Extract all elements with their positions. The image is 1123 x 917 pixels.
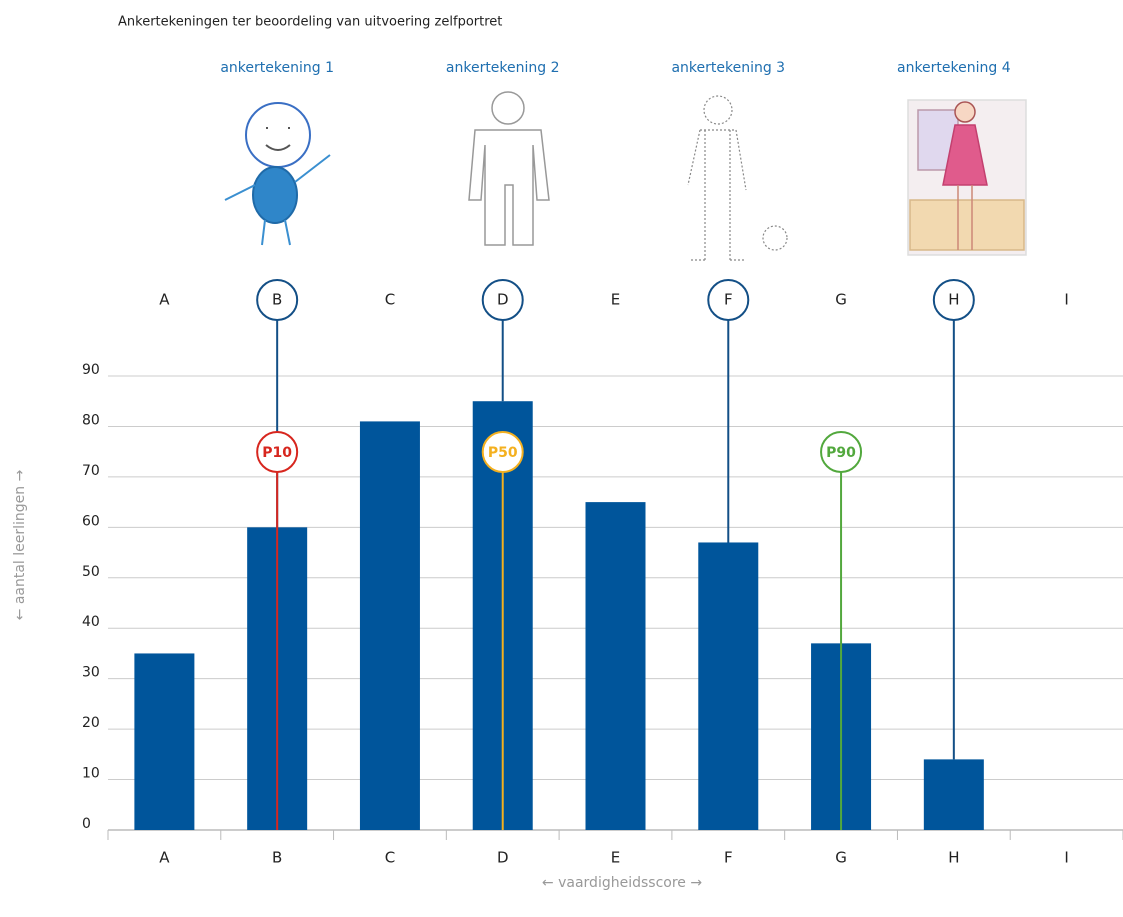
y-tick-label: 20 (82, 715, 100, 731)
y-tick-label: 50 (82, 564, 100, 580)
percentile-circle (481, 431, 524, 473)
anchor-score: D (497, 291, 509, 309)
bar (923, 759, 984, 830)
x-tick-label: C (385, 849, 395, 867)
x-tick-label: G (835, 849, 847, 867)
y-tick-label: 40 (82, 614, 100, 630)
drawing-3 (687, 95, 788, 261)
anchor-circle (256, 279, 299, 321)
y-tick-label: 0 (82, 816, 91, 832)
y-tick-label: 70 (82, 463, 100, 479)
drawing-1 (224, 102, 331, 246)
y-tick-label: 30 (82, 665, 100, 681)
bar (359, 421, 420, 830)
score-label: G (835, 291, 847, 309)
anchor-circle (932, 279, 975, 321)
anchor-score: F (724, 291, 733, 309)
score-label: I (1064, 291, 1068, 309)
chart-title: Ankertekeningen ter beoordeling van uitv… (118, 15, 502, 30)
percentile-circle (820, 431, 863, 473)
anchor-score: B (272, 291, 282, 309)
drawing-4 (907, 99, 1027, 256)
anchor-label: ankertekening 4 (897, 60, 1011, 76)
x-tick-label: B (272, 849, 282, 867)
anchor-score: H (948, 291, 959, 309)
x-tick-label: E (611, 849, 620, 867)
y-tick-label: 10 (82, 766, 100, 782)
y-tick-label: 90 (82, 362, 100, 378)
bar (585, 502, 646, 830)
percentile-label: P50 (488, 445, 518, 461)
x-axis-label: ← vaardigheidsscore → (542, 875, 702, 891)
anchor-circle (481, 279, 524, 321)
anchor-label: ankertekening 2 (446, 60, 560, 76)
y-tick-label: 60 (82, 513, 100, 529)
score-label: E (611, 291, 620, 309)
bar (134, 653, 195, 830)
bar (698, 542, 759, 830)
x-tick-label: H (948, 849, 959, 867)
y-axis-label: ← aantal leerlingen → (12, 469, 28, 620)
x-tick-label: F (724, 849, 733, 867)
x-tick-label: I (1064, 849, 1068, 867)
anchor-label: ankertekening 3 (671, 60, 785, 76)
percentile-label: P90 (826, 445, 856, 461)
drawing-2 (468, 91, 550, 246)
y-tick-label: 80 (82, 412, 100, 428)
percentile-label: P10 (262, 445, 292, 461)
anchor-label: ankertekening 1 (220, 60, 334, 76)
percentile-circle (256, 431, 299, 473)
x-tick-label: D (497, 849, 509, 867)
x-tick-label: A (159, 849, 170, 867)
anchor-circle (707, 279, 750, 321)
score-label: A (159, 291, 170, 309)
score-label: C (385, 291, 395, 309)
